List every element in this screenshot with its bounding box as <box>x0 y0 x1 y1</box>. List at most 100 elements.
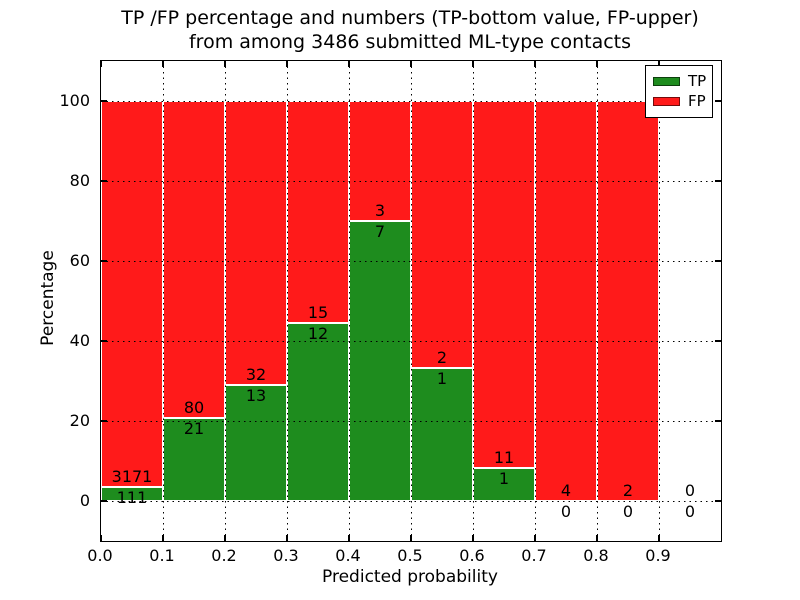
y-tickmark-left <box>101 500 107 502</box>
x-axis-label: Predicted probability <box>322 567 498 587</box>
fp-bar-segment <box>473 101 535 468</box>
y-tickmark-right <box>715 100 721 102</box>
tp-count-label: 13 <box>245 386 267 406</box>
fp-bar-segment <box>597 101 659 501</box>
vertical-gridline <box>348 61 350 541</box>
x-tick-label: 0.4 <box>335 546 361 565</box>
legend-label-tp: TP <box>688 72 707 90</box>
x-tickmark-bottom <box>162 535 164 541</box>
x-tick-label: 0.1 <box>149 546 175 565</box>
fp-bar-segment <box>101 101 163 488</box>
x-tick-label: 0.8 <box>583 546 609 565</box>
vertical-gridline <box>534 61 536 541</box>
fp-count-label: 80 <box>183 397 205 417</box>
fp-count-label: 32 <box>245 365 267 385</box>
tp-count-label: 0 <box>622 502 634 521</box>
x-tickmark-top <box>286 61 288 67</box>
horizontal-gridline <box>101 340 721 342</box>
x-tickmark-bottom <box>658 535 660 541</box>
tp-bar-segment <box>163 417 225 501</box>
fp-count-label: 15 <box>307 303 329 323</box>
vertical-gridline <box>410 61 412 541</box>
x-tick-label: 0.5 <box>397 546 423 565</box>
vertical-gridline <box>658 61 660 541</box>
x-tick-label: 0.9 <box>645 546 671 565</box>
tp-count-label: 0 <box>684 502 696 521</box>
fp-count-label: 2 <box>622 481 634 500</box>
y-tick-label: 80 <box>69 171 90 190</box>
x-tickmark-bottom <box>472 535 474 541</box>
x-tickmark-top <box>410 61 412 67</box>
x-tickmark-top <box>596 61 598 67</box>
tp-count-label: 21 <box>183 418 205 438</box>
legend-label-fp: FP <box>688 92 706 110</box>
vertical-gridline <box>224 61 226 541</box>
x-tickmark-bottom <box>286 535 288 541</box>
y-axis-label: Percentage <box>38 250 58 346</box>
x-tickmark-top <box>100 61 102 67</box>
horizontal-gridline <box>101 100 721 102</box>
tp-swatch-icon <box>653 77 680 86</box>
fp-bar-segment <box>349 101 411 221</box>
tp-bar-segment <box>225 385 287 501</box>
y-tick-label: 0 <box>79 491 90 510</box>
fp-count-label: 3 <box>374 201 386 220</box>
horizontal-gridline <box>101 260 721 262</box>
y-tick-label: 60 <box>69 251 90 270</box>
legend-item-tp: TP <box>653 72 707 90</box>
x-tickmark-top <box>472 61 474 67</box>
tp-count-label: 12 <box>307 324 329 344</box>
fp-count-label: 4 <box>560 481 572 500</box>
vertical-gridline <box>596 61 598 541</box>
chart-title-line1: TP /FP percentage and numbers (TP-bottom… <box>121 7 699 29</box>
plot-area: 3171 111 80 21 32 13 15 12 3 7 2 1 11 1 4 0 2 0 0 0 <box>100 60 722 542</box>
fp-count-label: 2 <box>436 347 448 367</box>
fp-count-label: 11 <box>493 447 515 467</box>
fp-swatch-icon <box>653 97 680 106</box>
tp-count-label: 1 <box>498 468 510 488</box>
y-tick-label: 100 <box>59 91 90 110</box>
x-tickmark-bottom <box>410 535 412 541</box>
y-tick-label: 20 <box>69 411 90 430</box>
y-tickmark-right <box>715 500 721 502</box>
tp-bar-segment <box>473 467 535 501</box>
vertical-gridline <box>162 61 164 541</box>
fp-bar-segment <box>535 101 597 501</box>
legend-item-fp: FP <box>653 92 706 110</box>
chart-title-line2: from among 3486 submitted ML-type contac… <box>188 31 632 53</box>
tp-bar-segment <box>411 367 473 501</box>
y-tickmark-left <box>101 100 107 102</box>
fp-bar-segment <box>287 101 349 324</box>
tp-count-label: 0 <box>560 502 572 521</box>
x-tick-label: 0.7 <box>521 546 547 565</box>
x-tickmark-bottom <box>534 535 536 541</box>
y-tickmark-left <box>101 420 107 422</box>
horizontal-gridline <box>101 500 721 502</box>
vertical-gridline <box>286 61 288 541</box>
fp-bar-segment <box>225 101 287 386</box>
y-tickmark-left <box>101 340 107 342</box>
tp-bar-segment <box>349 221 411 501</box>
tp-count-label: 1 <box>436 368 448 388</box>
x-tickmark-top <box>658 61 660 67</box>
fp-count-label: 0 <box>684 481 696 500</box>
chart-title: TP /FP percentage and numbers (TP-bottom… <box>100 6 720 54</box>
x-tickmark-top <box>348 61 350 67</box>
x-tick-label: 0.2 <box>211 546 237 565</box>
y-tickmark-right <box>715 180 721 182</box>
x-tickmark-bottom <box>596 535 598 541</box>
y-tickmark-right <box>715 260 721 262</box>
horizontal-gridline <box>101 180 721 182</box>
legend: TP FP <box>645 65 713 118</box>
x-tick-label: 0.3 <box>273 546 299 565</box>
x-tickmark-bottom <box>348 535 350 541</box>
x-tickmark-bottom <box>224 535 226 541</box>
y-tickmark-left <box>101 180 107 182</box>
fp-bar-segment <box>163 101 225 418</box>
x-tickmark-top <box>162 61 164 67</box>
x-tick-label: 0.6 <box>459 546 485 565</box>
y-tickmark-right <box>715 420 721 422</box>
y-tickmark-left <box>101 260 107 262</box>
tp-bar-segment <box>287 323 349 501</box>
